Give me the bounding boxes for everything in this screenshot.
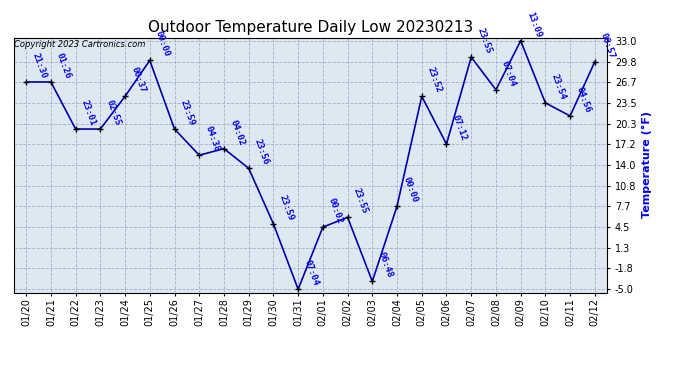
Text: 23:59: 23:59 [179,99,197,127]
Text: 23:56: 23:56 [253,138,270,166]
Text: 06:48: 06:48 [377,251,394,279]
Text: 07:04: 07:04 [302,259,320,287]
Text: 07:12: 07:12 [451,114,469,142]
Text: Copyright 2023 Cartronics.com: Copyright 2023 Cartronics.com [14,40,146,49]
Title: Outdoor Temperature Daily Low 20230213: Outdoor Temperature Daily Low 20230213 [148,20,473,35]
Text: 00:02: 00:02 [327,196,345,225]
Text: 21:30: 21:30 [30,51,48,80]
Text: 04:56: 04:56 [574,86,592,114]
Text: 07:04: 07:04 [500,59,518,88]
Text: 04:02: 04:02 [228,118,246,147]
Text: 00:00: 00:00 [401,176,419,204]
Text: 00:37: 00:37 [129,66,147,94]
Text: 06:57: 06:57 [599,31,617,60]
Text: 13:09: 13:09 [525,10,542,39]
Text: 23:01: 23:01 [80,99,97,127]
Text: 02:55: 02:55 [104,99,122,127]
Y-axis label: Temperature (°F): Temperature (°F) [642,111,652,219]
Text: 23:54: 23:54 [549,72,567,101]
Text: 23:55: 23:55 [352,187,369,215]
Text: 23:59: 23:59 [277,194,295,222]
Text: 00:00: 00:00 [154,30,172,58]
Text: 23:55: 23:55 [475,27,493,55]
Text: 01:26: 01:26 [55,51,72,80]
Text: 23:52: 23:52 [426,66,444,94]
Text: 04:38: 04:38 [204,125,221,153]
